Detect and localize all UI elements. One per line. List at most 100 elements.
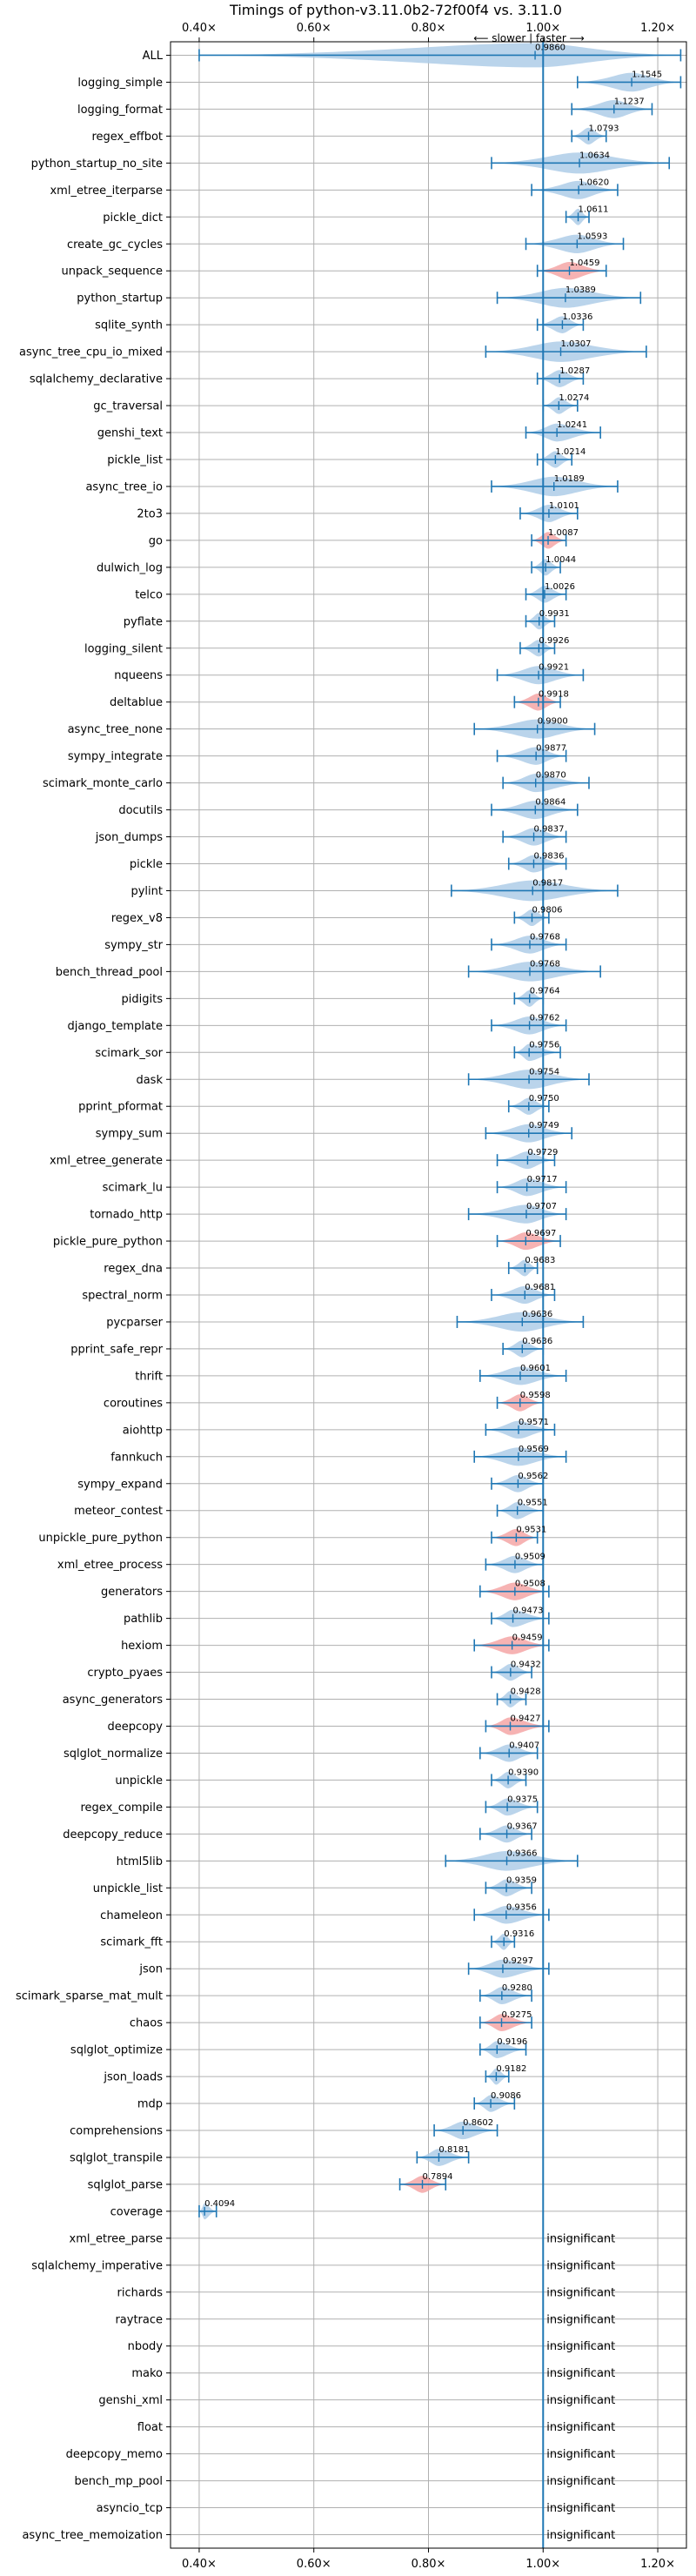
- value-label: 0.9531: [516, 1526, 546, 1535]
- value-label: 0.9196: [497, 2037, 527, 2047]
- value-label: 0.8181: [438, 2145, 469, 2155]
- value-label: 0.9864: [535, 798, 566, 808]
- benchmark-label: async_tree_none: [68, 723, 163, 736]
- benchmark-label: bench_mp_pool: [74, 2475, 163, 2488]
- x-tick-label-bottom: 0.60×: [297, 2558, 331, 2571]
- benchmark-label: pickle_list: [107, 454, 163, 467]
- value-label: 0.9275: [502, 2010, 532, 2020]
- benchmark-label: django_template: [68, 1020, 163, 1033]
- x-tick-label-top: 0.80×: [412, 22, 446, 35]
- value-label: 1.0274: [559, 393, 589, 403]
- value-label: 1.0307: [561, 339, 592, 349]
- value-label: 0.9375: [507, 1794, 538, 1804]
- benchmark-label: fannkuch: [110, 1451, 163, 1464]
- value-label: 0.9837: [534, 825, 565, 835]
- benchmark-label: scimark_lu: [103, 1182, 163, 1195]
- benchmark-label: sqlglot_parse: [88, 2178, 163, 2191]
- benchmark-label: go: [149, 534, 163, 547]
- benchmark-label: pylint: [130, 885, 163, 898]
- benchmark-label: nqueens: [114, 669, 163, 682]
- benchmark-label: xml_etree_generate: [50, 1155, 163, 1168]
- value-label: 1.0793: [589, 124, 619, 133]
- benchmark-label: regex_effbot: [91, 131, 163, 144]
- insignificant-label: insignificant: [546, 2232, 615, 2245]
- benchmark-label: json_loads: [103, 2071, 163, 2084]
- benchmark-label: coverage: [110, 2205, 163, 2218]
- benchmark-label: pickle_dict: [103, 211, 163, 225]
- benchmark-label: async_generators: [63, 1694, 164, 1707]
- value-label: 0.9762: [530, 1013, 560, 1023]
- benchmark-label: regex_v8: [111, 912, 163, 925]
- benchmark-label: spectral_norm: [82, 1290, 163, 1303]
- value-label: 0.4094: [204, 2199, 235, 2209]
- benchmark-label: scimark_sor: [95, 1047, 163, 1060]
- benchmark-label: comprehensions: [70, 2125, 163, 2138]
- benchmark-label: tornado_http: [90, 1209, 163, 1222]
- insignificant-label: insignificant: [546, 2286, 615, 2299]
- value-label: 1.1545: [632, 70, 662, 79]
- value-label: 0.9427: [511, 1714, 541, 1723]
- value-label: 1.0287: [559, 366, 590, 376]
- benchmark-label: chameleon: [100, 1909, 163, 1922]
- value-label: 0.9817: [532, 878, 563, 888]
- value-label: 0.9359: [506, 1875, 537, 1885]
- insignificant-label: insignificant: [546, 2394, 615, 2407]
- value-label: 0.9390: [508, 1768, 539, 1777]
- benchmark-label: crypto_pyaes: [87, 1667, 163, 1680]
- value-label: 0.9768: [530, 932, 560, 942]
- value-label: 1.0189: [554, 474, 585, 484]
- benchmark-label: scimark_monte_carlo: [43, 777, 163, 790]
- value-label: 0.9551: [518, 1499, 548, 1508]
- value-label: 0.9280: [502, 1983, 532, 1993]
- insignificant-label: insignificant: [546, 2529, 615, 2542]
- value-label: 1.0101: [549, 501, 579, 511]
- value-label: 0.9860: [535, 43, 566, 52]
- benchmark-label: genshi_xml: [98, 2394, 163, 2407]
- value-label: 0.9900: [538, 717, 568, 727]
- value-label: 1.0214: [555, 447, 586, 457]
- benchmark-label: logging_format: [77, 104, 163, 117]
- benchmark-label: sqlalchemy_declarative: [30, 373, 163, 386]
- benchmark-label: regex_dna: [104, 1263, 163, 1276]
- benchmark-label: json_dumps: [95, 831, 163, 844]
- benchmark-label: pprint_pformat: [78, 1101, 163, 1114]
- value-label: 0.9697: [525, 1229, 556, 1238]
- benchmark-label: aiohttp: [123, 1424, 163, 1437]
- benchmark-label: scimark_sparse_mat_mult: [16, 1990, 163, 2003]
- value-label: 0.9356: [506, 1902, 537, 1912]
- benchmark-label: python_startup_no_site: [31, 158, 163, 171]
- value-label: 0.9754: [529, 1067, 559, 1077]
- value-label: 1.0087: [548, 528, 579, 538]
- benchmark-label: pyflate: [124, 615, 163, 628]
- value-label: 0.9870: [536, 771, 566, 781]
- value-label: 1.0389: [566, 285, 596, 295]
- insignificant-label: insignificant: [546, 2367, 615, 2380]
- value-label: 0.9926: [539, 636, 569, 646]
- benchmark-label: python_startup: [77, 292, 163, 305]
- value-label: 0.9432: [511, 1660, 541, 1670]
- value-label: 0.9756: [529, 1040, 559, 1050]
- benchmark-label: meteor_contest: [74, 1505, 163, 1518]
- benchmark-label: sqlglot_optimize: [70, 2044, 163, 2057]
- benchmark-label: sqlite_synth: [95, 319, 163, 332]
- insignificant-label: insignificant: [546, 2448, 615, 2461]
- benchmark-label: unpickle: [115, 1774, 163, 1788]
- violin-layer: [198, 42, 682, 2548]
- benchmark-label: html5lib: [117, 1855, 163, 1868]
- benchmark-label: regex_compile: [80, 1801, 163, 1815]
- value-label: 1.0044: [545, 555, 576, 565]
- value-label: 1.0336: [562, 312, 592, 322]
- benchmark-label: async_tree_cpu_io_mixed: [19, 346, 163, 359]
- benchmark-label: float: [137, 2421, 163, 2434]
- benchmark-label: async_tree_memoization: [22, 2529, 163, 2542]
- benchmark-label: raytrace: [115, 2313, 163, 2326]
- benchmark-label: generators: [101, 1586, 163, 1599]
- value-label: 0.9764: [530, 986, 560, 996]
- value-label: 1.0026: [545, 582, 575, 592]
- benchmark-label: pycparser: [106, 1316, 163, 1329]
- benchmark-label: create_gc_cycles: [67, 238, 163, 252]
- benchmark-label: genshi_text: [97, 427, 163, 440]
- value-label: 1.0459: [570, 258, 600, 268]
- value-label: 0.9729: [527, 1148, 558, 1157]
- benchmark-label: sqlglot_transpile: [70, 2151, 163, 2164]
